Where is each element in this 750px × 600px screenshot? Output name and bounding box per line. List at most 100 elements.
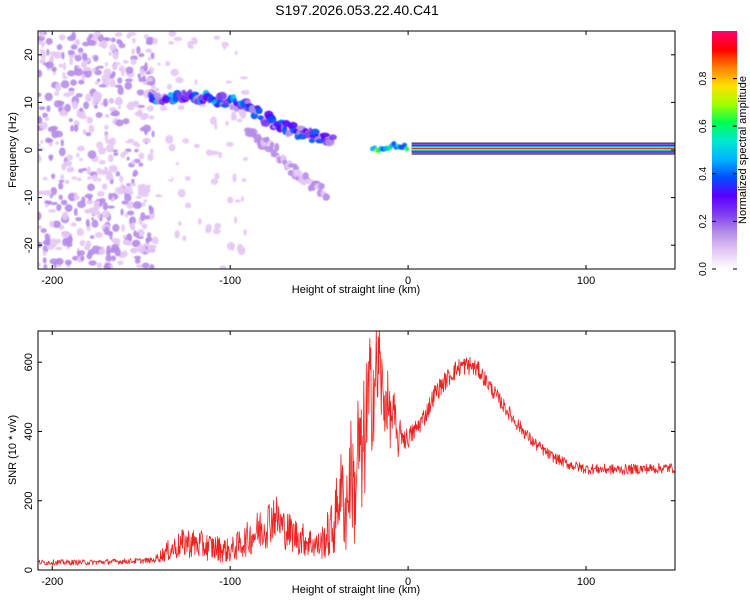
- spectrogram-noise-blob: [48, 209, 57, 213]
- spectrogram-noise-blob: [61, 51, 65, 60]
- spectrogram-noise-blob: [168, 143, 176, 152]
- snr-y-tick-label: 600: [23, 353, 35, 371]
- spectrogram-noise-blob: [42, 250, 47, 257]
- spectrogram-noise-blob: [52, 220, 61, 229]
- spectrogram-noise-blob: [122, 118, 130, 125]
- spectrogram-noise-blob: [136, 264, 144, 268]
- spectrogram-noise-blob: [166, 172, 173, 180]
- spectrogram-noise-blob: [103, 166, 109, 173]
- spectrogram-noise-blob: [186, 225, 191, 235]
- colorbar-tick-label: 0.2: [698, 214, 709, 228]
- spectrogram-noise-blob: [195, 60, 202, 66]
- spectrogram-noise-blob: [157, 62, 161, 66]
- spectrogram-noise-blob: [110, 255, 116, 262]
- spectrogram-noise-blob: [124, 81, 133, 90]
- spectrogram-noise-blob: [97, 177, 102, 182]
- spectrogram-noise-blob: [68, 118, 73, 123]
- spectrogram-noise-blob: [39, 58, 46, 64]
- spectrogram-noise-blob: [126, 201, 135, 209]
- spectrogram-noise-blob: [135, 142, 140, 148]
- spectrogram-noise-blob: [102, 202, 109, 211]
- spectrogram-noise-blob: [76, 228, 84, 237]
- spectrogram-noise-blob: [56, 203, 62, 212]
- spectrogram-noise-blob: [147, 56, 153, 61]
- spectrogram-noise-blob: [126, 34, 131, 39]
- spectrogram-noise-blob: [198, 107, 208, 117]
- spectrogram-noise-blob: [66, 70, 76, 77]
- spectrogram-noise-blob: [76, 152, 80, 158]
- spectrogram-noise-blob: [79, 157, 83, 162]
- spectrogram-noise-blob: [122, 59, 129, 64]
- spectrogram-noise-blob: [60, 139, 64, 147]
- spectrogram-noise-blob: [107, 154, 114, 163]
- spectrogram-noise-blob: [168, 31, 177, 37]
- snr-y-label: SNR (10 * v/v): [7, 415, 19, 485]
- spectrogram-noise-blob: [119, 175, 124, 183]
- spectrogram-noise-blob: [115, 119, 124, 127]
- spectrogram-noise-blob: [53, 91, 60, 96]
- spectrogram-noise-blob: [95, 200, 101, 204]
- spectrogram-noise-blob: [85, 209, 91, 214]
- spectrogram-noise-blob: [68, 87, 75, 91]
- spectrogram-noise-blob: [92, 91, 101, 100]
- spectrogram-noise-blob: [187, 212, 196, 220]
- spectrogram-noise-blob: [239, 76, 248, 80]
- spectrogram-x-ticks: -200 -100 0 100: [41, 31, 595, 287]
- spectrogram-noise-blob: [126, 104, 133, 109]
- colorbar-tick-label: 0.4: [698, 166, 709, 180]
- spectrogram-noise-blob: [122, 235, 127, 239]
- spectrogram-noise-blob: [75, 93, 83, 98]
- spectrogram-noise-blob: [229, 182, 238, 189]
- spectrogram-noise-blob: [38, 225, 43, 230]
- spectrogram-noise-blob: [106, 249, 111, 257]
- spectrogram-noise-blob: [46, 48, 50, 56]
- spectrogram-noise-blob: [71, 31, 77, 40]
- spectrogram-noise-blob: [43, 264, 48, 269]
- spectrogram-noise-blob: [38, 69, 43, 78]
- spectrogram-noise-blob: [120, 152, 126, 159]
- spectrogram-noise-blob: [213, 35, 221, 40]
- spectrogram-noise-blob: [221, 41, 230, 47]
- spectrogram-noise-blob: [230, 243, 235, 251]
- spectrogram-noise-blob: [58, 194, 63, 200]
- spectrogram-trace-blob: [404, 146, 410, 152]
- spectrogram-noise-blob: [93, 201, 100, 211]
- spectrogram-noise-blob: [81, 52, 86, 61]
- spectrogram-noise-blob: [106, 266, 111, 269]
- spectrogram-y-ticks: -20 -10 0 10 20: [23, 49, 675, 253]
- spectrogram-y-tick-label: -20: [23, 237, 35, 253]
- spectrogram-noise-blob: [233, 141, 242, 146]
- spectrogram-noise-blob: [173, 36, 183, 42]
- spectrogram-noise-blob: [76, 177, 82, 182]
- spectrogram-noise-blob: [158, 89, 167, 94]
- spectrogram-noise-blob: [54, 246, 63, 251]
- spectrogram-noise-blob: [125, 66, 134, 74]
- spectrogram-noise-blob: [140, 212, 146, 221]
- snr-y-ticks: 0 200 400 600: [23, 353, 675, 573]
- snr-x-tick-label: 0: [405, 576, 411, 588]
- spectrogram-noise-blob: [45, 61, 54, 69]
- spectrogram-noise-blob: [131, 239, 141, 248]
- spectrogram-noise-blob: [142, 138, 151, 144]
- spectrogram-noise-blob: [95, 112, 103, 118]
- spectrogram-noise-blob: [86, 166, 92, 176]
- spectrogram-noise-blob: [237, 246, 246, 256]
- spectrogram-noise-blob: [110, 112, 118, 116]
- spectrogram-noise-blob: [96, 65, 104, 69]
- spectrogram-noise-blob: [165, 134, 174, 144]
- spectrogram-noise-blob: [148, 205, 152, 211]
- spectrogram-noise-blob: [121, 200, 129, 205]
- spectrogram-noise-blob: [60, 80, 70, 89]
- spectrogram-noise-blob: [193, 143, 200, 149]
- spectrogram-noise-blob: [236, 214, 245, 218]
- spectrogram-branch-blob: [229, 103, 235, 111]
- spectrogram-noise-blob: [112, 223, 120, 232]
- spectrogram-noise-blob: [238, 65, 243, 74]
- spectrogram-noise-blob: [155, 216, 163, 221]
- spectrogram-noise-blob: [151, 200, 160, 207]
- spectrogram-noise-blob: [225, 127, 230, 136]
- spectrogram-noise-blob: [82, 129, 87, 135]
- spectrogram-noise-blob: [131, 221, 135, 230]
- spectrogram-branch-blob: [319, 132, 330, 138]
